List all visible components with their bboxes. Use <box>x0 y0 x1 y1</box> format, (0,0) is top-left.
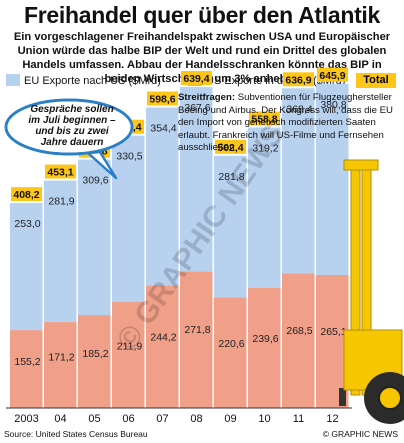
x-tick-07: 07 <box>156 413 168 425</box>
bar-eu-10 <box>248 127 281 288</box>
bar-us-05 <box>78 315 111 408</box>
label-us-04: 171,2 <box>48 352 74 364</box>
bar-eu-12 <box>316 83 349 275</box>
callout-line-1: Gespräche sollen <box>30 104 113 115</box>
label-eu-2003: 253,0 <box>14 218 40 230</box>
label-eu-10: 319,2 <box>252 142 278 154</box>
intro-text: Ein vorgeschlagener Freihandelspakt zwis… <box>13 31 391 85</box>
total-box-04 <box>45 164 76 179</box>
label-eu-11: 368,4 <box>286 103 312 115</box>
label-us-11: 268,5 <box>286 325 312 337</box>
forklift-illustration <box>339 159 404 424</box>
label-eu-07: 354,4 <box>150 123 176 135</box>
label-eu-05: 309,6 <box>82 175 108 187</box>
total-label-07: 598,6 <box>149 94 175 106</box>
total-box-2003 <box>11 187 42 202</box>
context-label: Streitfragen: <box>178 92 236 103</box>
x-tick-06: 06 <box>122 413 134 425</box>
callout-line-3: und bis zu zwei <box>35 126 109 137</box>
x-tick-09: 09 <box>224 413 236 425</box>
total-label-09: 502,4 <box>217 142 243 154</box>
total-label-04: 453,1 <box>47 167 73 179</box>
bar-eu-05 <box>78 159 111 316</box>
bar-us-10 <box>248 287 281 408</box>
label-us-09: 220,6 <box>218 338 244 350</box>
total-box-12 <box>317 67 348 82</box>
bar-eu-06 <box>112 135 145 302</box>
label-eu-06: 330,5 <box>116 151 142 163</box>
bar-us-11 <box>282 273 315 408</box>
bar-us-07 <box>146 285 179 408</box>
x-tick-04: 04 <box>54 413 66 425</box>
label-eu-04: 281,9 <box>48 196 74 208</box>
total-box-10 <box>249 111 280 126</box>
legend-eu-swatch <box>6 74 20 86</box>
forklift-mast-top <box>343 159 379 171</box>
label-us-05: 185,2 <box>82 348 108 360</box>
bar-eu-2003 <box>10 203 43 331</box>
bar-eu-09 <box>214 155 247 298</box>
forklift-hub <box>378 386 402 410</box>
callout-line-2: im Juli beginnen – <box>28 115 116 126</box>
x-tick-05: 05 <box>88 413 100 425</box>
label-us-2003: 155,2 <box>14 356 40 368</box>
bar-us-06 <box>112 301 145 408</box>
x-tick-10: 10 <box>258 413 270 425</box>
total-box-07 <box>147 91 178 106</box>
total-label-12: 645,9 <box>319 70 345 82</box>
credit-note: © GRAPHIC NEWS <box>322 429 398 439</box>
x-tick-12: 12 <box>326 413 338 425</box>
total-box-09 <box>215 139 246 154</box>
total-label-08: 639,4 <box>183 73 209 85</box>
bar-eu-08 <box>180 87 213 272</box>
label-eu-09: 281,8 <box>218 171 244 183</box>
callout-fill <box>7 101 131 153</box>
bar-us-08 <box>180 271 213 408</box>
legend-eu-label: EU Exporte nach US ($Mrd) <box>24 75 161 87</box>
label-us-10: 239,6 <box>252 333 278 345</box>
callout-tail <box>86 150 118 180</box>
bar-us-2003 <box>10 330 43 408</box>
legend-total: Total <box>356 73 396 88</box>
context-text: Subventionen für Flugzeughersteller Boei… <box>178 92 393 153</box>
bar-eu-11 <box>282 88 315 274</box>
label-us-07: 244,2 <box>150 332 176 344</box>
x-tick-08: 08 <box>190 413 202 425</box>
x-tick-11: 11 <box>293 413 304 425</box>
label-us-06: 211,9 <box>117 340 143 352</box>
x-tick-2003: 2003 <box>14 413 38 425</box>
label-eu-08: 367,6 <box>184 102 210 114</box>
total-label-10: 558,8 <box>251 113 277 125</box>
bar-us-04 <box>44 322 77 408</box>
total-box-08 <box>181 71 212 86</box>
total-label-2003: 408,2 <box>13 189 39 201</box>
total-label-11: 636,9 <box>285 74 311 86</box>
context-note: Streitfragen: Subventionen für Flugzeugh… <box>178 92 402 155</box>
bar-eu-07 <box>146 107 179 286</box>
callout-line-4: Jahre dauern <box>41 137 104 148</box>
total-box-11 <box>283 72 314 87</box>
label-us-12: 265,1 <box>320 326 346 338</box>
source-note: Source: United States Census Bureau <box>4 429 148 439</box>
forklift-fork <box>339 388 346 406</box>
bar-eu-04 <box>44 180 77 323</box>
label-eu-12: 380,8 <box>320 99 346 111</box>
page-title: Freihandel quer über den Atlantik <box>23 2 381 28</box>
label-us-08: 271,8 <box>184 324 210 336</box>
legend-eu: EU Exporte nach US ($Mrd) <box>6 74 161 88</box>
bar-us-09 <box>214 297 247 408</box>
